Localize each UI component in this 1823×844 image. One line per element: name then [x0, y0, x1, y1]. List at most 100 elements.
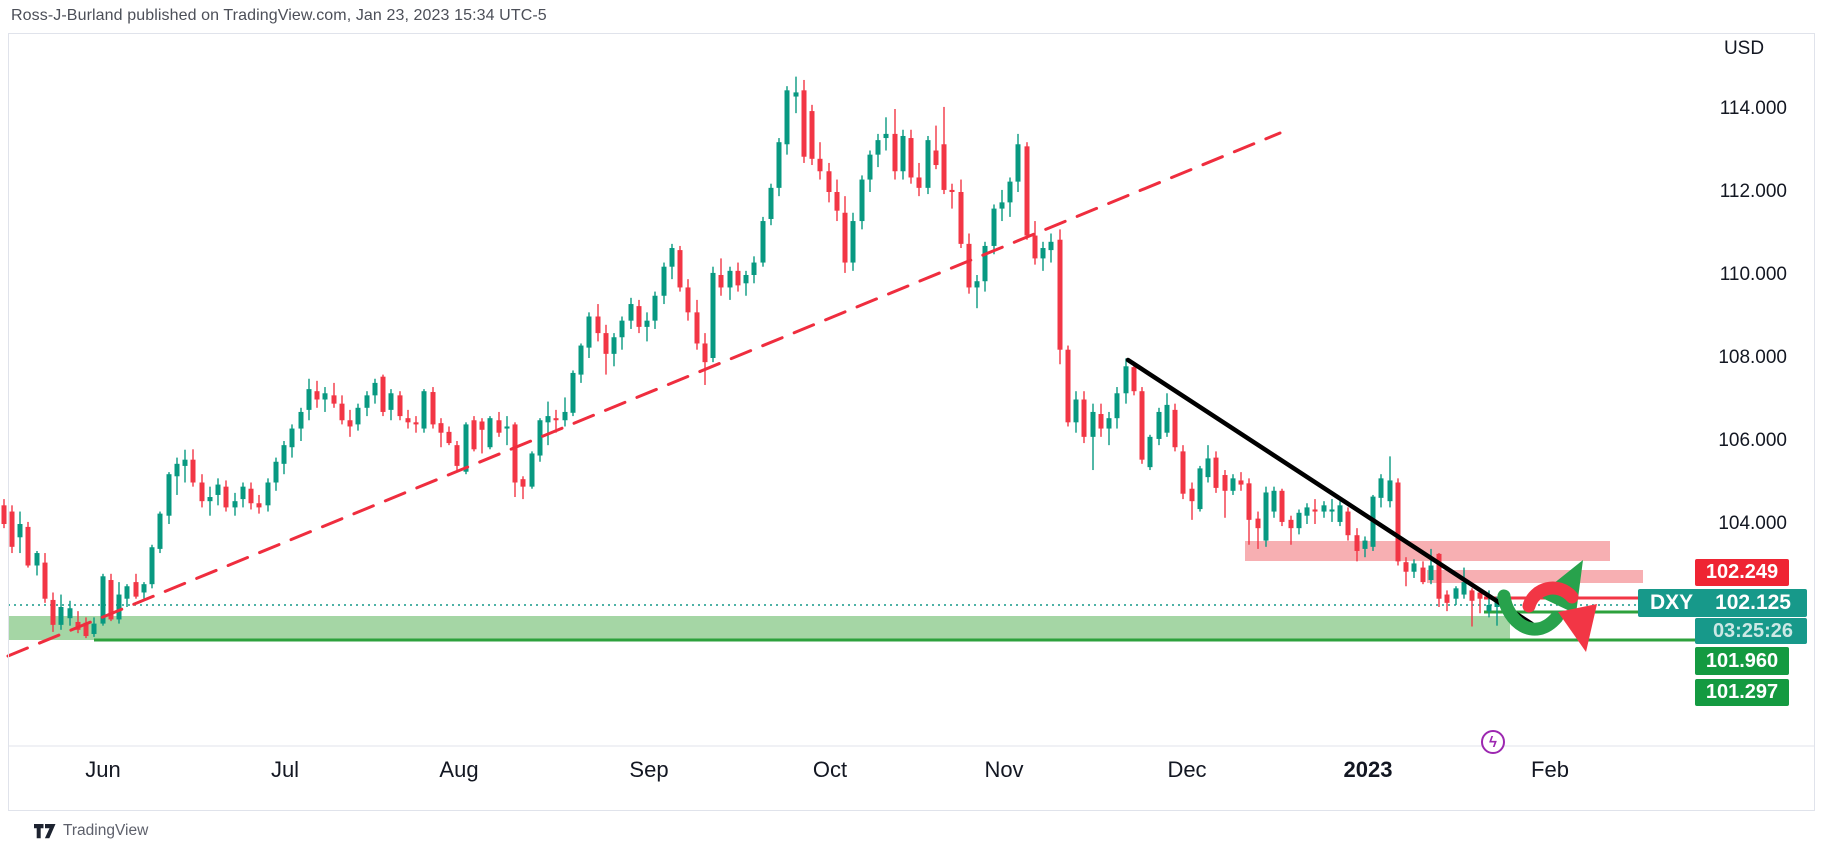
candle-body — [1271, 490, 1277, 512]
descending-trendline[interactable] — [1125, 357, 1535, 627]
candle-body — [859, 179, 865, 222]
candle-body — [1304, 507, 1310, 516]
candle-body — [784, 90, 790, 145]
candle-body — [694, 312, 700, 344]
price-tick: 110.000 — [1719, 264, 1787, 285]
candle — [256, 494, 262, 514]
bearish-curved-arrow[interactable] — [1522, 581, 1597, 652]
candle-body — [1246, 483, 1252, 520]
candle — [702, 333, 708, 385]
candle-body — [256, 503, 262, 508]
bar-countdown-label: 03:25:26 — [1695, 618, 1807, 644]
demand-zone[interactable] — [9, 616, 1510, 640]
candle-body — [982, 245, 988, 282]
candle-body — [108, 580, 114, 620]
candle-body — [42, 562, 48, 599]
candle — [916, 162, 922, 197]
candle — [124, 584, 130, 607]
candle-body — [628, 304, 634, 321]
candle-body — [1362, 540, 1368, 549]
candle-body — [793, 92, 799, 97]
candle-body — [207, 497, 213, 502]
candle — [1304, 503, 1310, 524]
candle-body — [240, 486, 246, 500]
candle — [1469, 588, 1475, 627]
candle — [273, 457, 279, 491]
candle — [768, 183, 774, 226]
tradingview-logo-text: TradingView — [63, 822, 149, 839]
candlestick-series — [1, 76, 1500, 639]
candle-body — [405, 418, 411, 423]
candle — [141, 582, 147, 599]
candle — [801, 79, 807, 163]
candle-body — [1312, 509, 1318, 512]
candle-body — [364, 395, 370, 408]
candle-body — [1263, 492, 1269, 541]
candle-body — [933, 150, 939, 166]
candle-body — [232, 501, 238, 508]
candle-body — [446, 431, 452, 444]
candle-body — [339, 403, 345, 421]
candle — [289, 424, 295, 458]
tradingview-logo-icon — [34, 823, 56, 838]
candle — [397, 391, 403, 421]
candle-body — [1378, 478, 1384, 498]
candle-body — [273, 461, 279, 483]
candle — [883, 117, 889, 151]
candle — [9, 505, 15, 554]
candle — [1477, 590, 1483, 614]
candle — [281, 441, 287, 475]
candle-body — [1428, 565, 1434, 581]
candle — [875, 133, 881, 168]
candle — [207, 486, 213, 516]
candle — [1, 499, 7, 529]
candle-body — [289, 428, 295, 448]
supply-zone-upper[interactable] — [1245, 541, 1610, 561]
bearish-arrow-body — [1522, 581, 1579, 613]
candle-body — [611, 337, 617, 354]
candle-body — [1494, 602, 1500, 607]
candle-body — [1024, 146, 1030, 236]
candle — [133, 573, 139, 599]
candle — [966, 233, 972, 294]
candle-body — [1453, 588, 1459, 599]
candle-body — [595, 316, 601, 334]
candle — [1271, 486, 1277, 518]
candle-body — [644, 320, 650, 327]
candle-body — [537, 420, 543, 456]
candle — [314, 380, 320, 408]
candle-body — [1032, 235, 1038, 259]
candle — [50, 592, 56, 632]
candle-body — [141, 584, 147, 593]
candle — [636, 299, 642, 334]
candle — [34, 550, 40, 576]
candle — [925, 135, 931, 195]
candle-body — [1, 505, 7, 524]
candle-body — [562, 411, 568, 421]
candle — [537, 418, 543, 462]
candle — [1321, 501, 1327, 518]
candle — [718, 258, 724, 296]
candle-body — [17, 524, 23, 538]
candle-body — [1123, 366, 1129, 394]
candle-body — [322, 393, 328, 400]
supply-zone-lower[interactable] — [1427, 570, 1643, 583]
candle — [1189, 482, 1195, 520]
candle-body — [380, 376, 386, 412]
candle-body — [1354, 535, 1360, 551]
ascending-trendline-dashed[interactable] — [6, 131, 1282, 658]
candle-body — [949, 189, 955, 192]
candle-body — [1486, 604, 1492, 612]
candle — [595, 304, 601, 342]
candle — [1288, 515, 1294, 545]
candle — [1411, 559, 1417, 578]
candle-body — [760, 221, 766, 263]
candle — [1453, 586, 1459, 605]
time-label: Nov — [984, 757, 1024, 782]
candle — [892, 109, 898, 180]
candle-body — [710, 272, 716, 358]
candle — [999, 189, 1005, 222]
symbol-last-price-label: DXY 102.125 — [1638, 589, 1807, 617]
lightning-icon[interactable]: ϟ — [1481, 730, 1505, 754]
